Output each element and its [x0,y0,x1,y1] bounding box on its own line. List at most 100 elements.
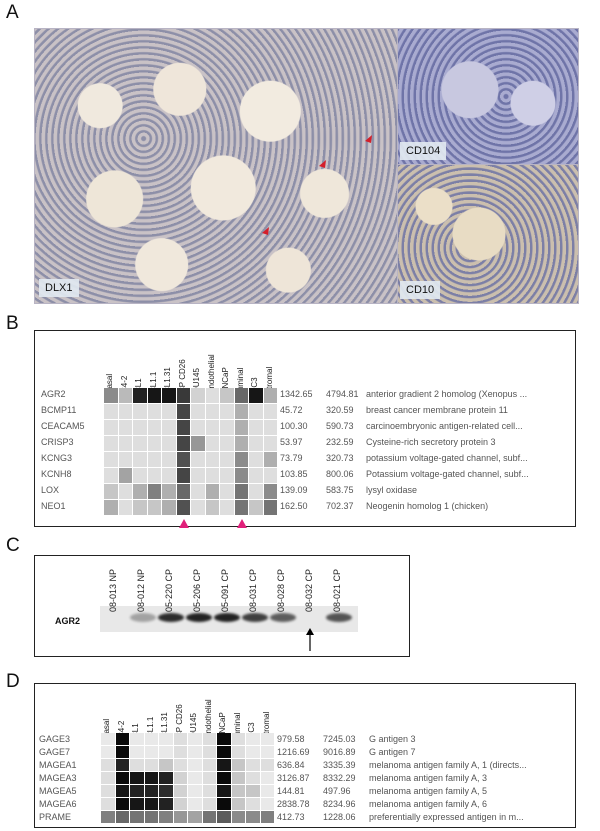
value-2: 232.59 [326,437,354,447]
gene-label: CEACAM5 [41,421,85,431]
heatmap-cell [234,436,248,451]
heatmap-cell [162,452,176,467]
red-arrow-icons [262,135,372,235]
heatmap-cell [217,811,231,823]
gene-description: G antigen 3 [369,734,416,744]
value-1: 100.30 [280,421,308,431]
heatmap-cell [263,484,277,499]
value-1: 103.85 [280,469,308,479]
heatmap-cell [159,759,173,771]
heatmap-cell [260,772,274,784]
heatmap-cell [234,468,248,483]
heatmap-cell [118,404,132,419]
gene-label: MAGEA5 [39,786,77,796]
cd104-micrograph: CD104 [397,28,579,165]
heatmap-cell [173,798,187,810]
gene-description: melanoma antigen family A, 6 [369,799,488,809]
heatmap-cell [176,468,190,483]
cd10-micrograph: CD10 [397,164,579,304]
heatmap-cell [118,436,132,451]
heatmap-cell [234,500,248,515]
value-2: 702.37 [326,501,354,511]
heatmap-cell [263,468,277,483]
heatmap-cell [130,733,144,745]
lane-label: 05-091 CP [220,568,230,612]
heatmap-cell [260,733,274,745]
heatmap-cell [162,436,176,451]
heatmap-cell [130,811,144,823]
heatmap-cell [176,452,190,467]
heatmap-cell [263,420,277,435]
agr2-band [214,613,240,622]
value-2: 1228.06 [323,812,356,822]
heatmap-cell [118,452,132,467]
heatmap-cell [133,388,147,403]
heatmap-cell [217,733,231,745]
gene-description: Neogenin homolog 1 (chicken) [366,501,489,511]
dlx1-micrograph: DLX1 [34,28,398,304]
heatmap-cell [159,733,173,745]
heatmap-cell [159,785,173,797]
dlx1-label: DLX1 [39,279,79,297]
heatmap-cell [118,500,132,515]
gene-label: CRISP3 [41,437,74,447]
heatmap-cell [249,452,263,467]
red-arrow-icon [262,227,269,235]
heatmap-cell [217,759,231,771]
heatmap-cell [217,772,231,784]
heatmap-cell [260,746,274,758]
heatmap-cell [115,785,129,797]
heatmap-cell [118,468,132,483]
heatmap-cell [144,772,158,784]
heatmap-cell [104,388,118,403]
heatmap-cell [205,404,219,419]
heatmap-cell [144,759,158,771]
value-1: 2838.78 [277,799,310,809]
agr2-band [186,613,212,622]
heatmap-cell [246,733,260,745]
heatmap-cell [147,436,161,451]
panel-label-c: C [6,535,20,556]
heatmap-cell [188,798,202,810]
heatmap-cell [234,484,248,499]
heatmap-cell [101,759,115,771]
heatmap-cell [249,404,263,419]
heatmap-cell [205,436,219,451]
heatmap-cell [104,468,118,483]
heatmap-cell [173,733,187,745]
heatmap-cell [191,452,205,467]
heatmap-cell [115,746,129,758]
heatmap-cell [133,500,147,515]
heatmap-cell [159,798,173,810]
heatmap-cell [249,468,263,483]
value-2: 8234.96 [323,799,356,809]
heatmap-cell [231,811,245,823]
heatmap-cell [162,468,176,483]
heatmap-cell [104,420,118,435]
heatmap-cell [249,500,263,515]
pink-triangle-icon [236,519,247,528]
value-2: 8332.29 [323,773,356,783]
heatmap-cell [202,798,216,810]
heatmap-cell [202,746,216,758]
gene-label: MAGEA6 [39,799,77,809]
heatmap-cell [133,484,147,499]
agr2-band [158,613,184,622]
heatmap-cell [176,436,190,451]
heatmap-cell [202,733,216,745]
heatmap-cell [202,785,216,797]
heatmap-cell [162,388,176,403]
heatmap-cell [173,785,187,797]
value-2: 9016.89 [323,747,356,757]
gene-description: anterior gradient 2 homolog (Xenopus ... [366,389,528,399]
heatmap-cell [115,811,129,823]
heatmap-cell [118,420,132,435]
heatmap-cell [191,484,205,499]
heatmap-cell [104,500,118,515]
heatmap-cell [191,500,205,515]
heatmap-cell [234,452,248,467]
red-arrow-icon [365,135,372,143]
heatmap-cell [260,785,274,797]
heatmap-cell [249,420,263,435]
heatmap-cell [115,772,129,784]
